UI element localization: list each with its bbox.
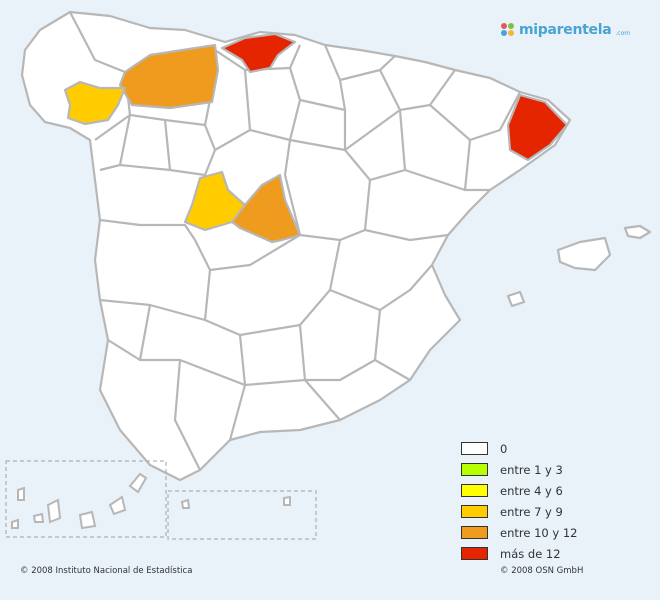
logo-text: miparentela xyxy=(519,22,612,38)
legend-swatch xyxy=(461,442,488,455)
legend-label: entre 10 y 12 xyxy=(500,525,578,540)
legend-item: 0 xyxy=(461,440,577,457)
province-cantabria xyxy=(220,32,297,74)
ceuta-melilla xyxy=(180,495,291,509)
legend-swatch xyxy=(461,547,488,560)
miparentela-logo[interactable]: miparentela .com xyxy=(500,20,630,40)
legend-label: entre 1 y 3 xyxy=(500,462,563,477)
province-madrid xyxy=(230,173,302,244)
island-ibiza xyxy=(506,290,526,308)
province-boundaries xyxy=(69,11,521,471)
legend-swatch xyxy=(461,505,488,518)
legend-label: entre 7 y 9 xyxy=(500,504,563,519)
legend-item: entre 7 y 9 xyxy=(461,503,577,520)
legend-swatch xyxy=(461,526,488,539)
province-pontevedra xyxy=(63,80,127,126)
province-girona xyxy=(506,93,569,162)
legend-item: entre 1 y 3 xyxy=(461,461,577,478)
map-legend: 0 entre 1 y 3 entre 4 y 6 entre 7 y 9 entre … xyxy=(461,440,577,562)
legend-swatch xyxy=(461,484,488,497)
ceuta-melilla-frame xyxy=(167,490,317,540)
family-logo-icon xyxy=(501,23,514,36)
spain-mainland xyxy=(20,10,572,482)
legend-label: entre 4 y 6 xyxy=(500,483,563,498)
legend-swatch xyxy=(461,463,488,476)
footer-osn-copyright: © 2008 OSN GmbH xyxy=(500,566,584,576)
island-menorca xyxy=(623,224,652,240)
legend-item: más de 12 xyxy=(461,545,577,562)
legend-label: 0 xyxy=(500,441,508,456)
legend-item: entre 10 y 12 xyxy=(461,524,577,541)
island-mallorca xyxy=(556,236,612,272)
footer-ine-copyright: © 2008 Instituto Nacional de Estadística xyxy=(20,566,193,576)
legend-item: entre 4 y 6 xyxy=(461,482,577,499)
legend-label: más de 12 xyxy=(500,546,561,561)
canary-islands-frame xyxy=(5,460,167,538)
canary-islands xyxy=(11,472,148,530)
logo-tld: .com xyxy=(615,29,631,37)
